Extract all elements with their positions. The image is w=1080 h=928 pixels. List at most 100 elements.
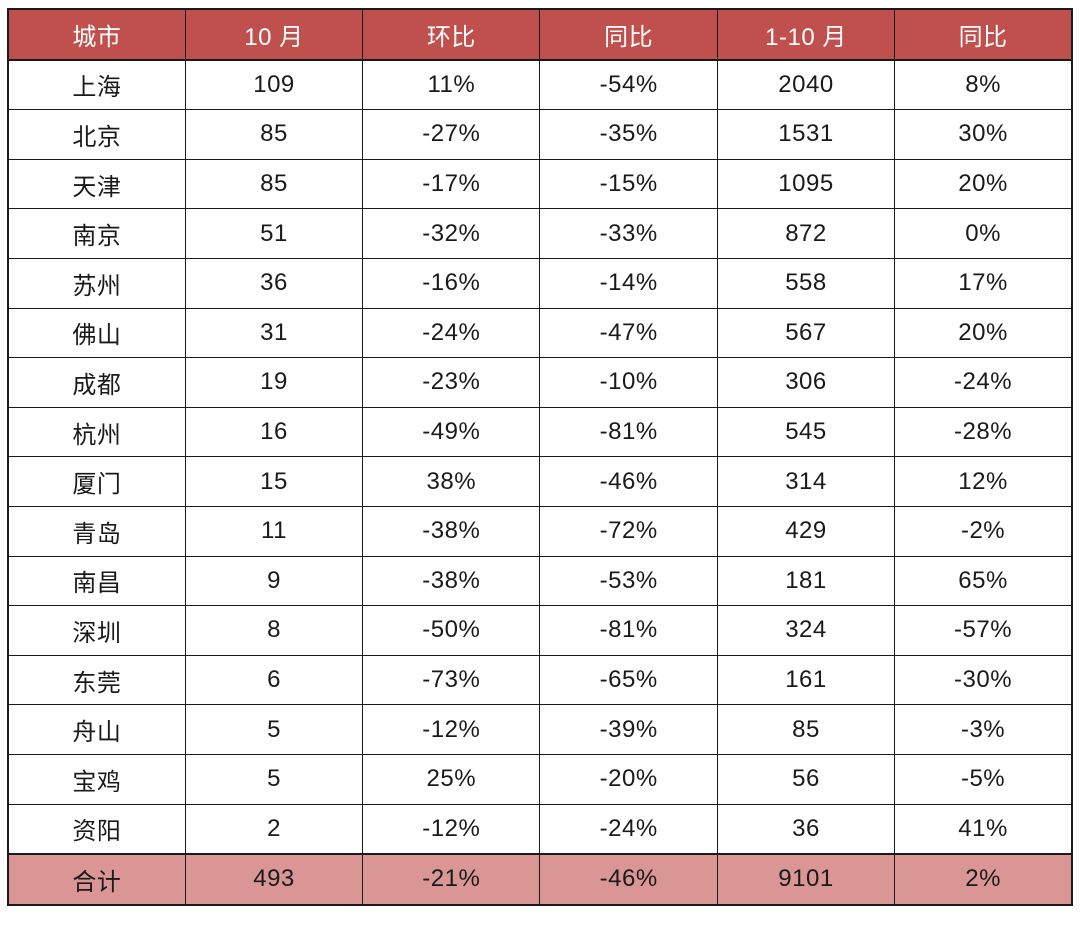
value-cell: 31 (184, 307, 364, 359)
table-row: 舟山 5 -12% -39% 85 -3% (7, 704, 1073, 755)
value-cell: -12% (362, 803, 541, 855)
value-cell: -15% (539, 158, 718, 210)
value-cell: -47% (539, 307, 718, 359)
total-value-cell: 9101 (716, 853, 896, 906)
value-cell: 429 (716, 505, 896, 557)
value-cell: -14% (539, 257, 718, 309)
city-name-cell: 苏州 (7, 257, 186, 309)
column-header-0: 城市 (7, 8, 186, 61)
city-name-cell: 上海 (7, 59, 186, 111)
value-cell: 20% (894, 307, 1073, 359)
value-cell: -33% (539, 208, 718, 259)
table-row: 青岛 11 -38% -72% 429 -2% (7, 505, 1073, 557)
total-value-cell: 493 (184, 853, 364, 906)
table-header: 城市 10 月环比 同比 1-10 月同比 (7, 8, 1073, 61)
table-row: 东莞 6 -73% -65% 161 -30% (7, 654, 1073, 706)
table-row: 成都 19 -23% -10% 306 -24% (7, 357, 1073, 408)
value-cell: -2% (894, 505, 1073, 557)
column-header-3: 同比 (539, 8, 718, 61)
value-cell: 85 (184, 109, 364, 160)
value-cell: 1095 (716, 158, 896, 210)
city-name-cell: 青岛 (7, 505, 186, 557)
city-data-table: 城市 10 月环比 同比 1-10 月同比 上海 109 11% -54% 2040 8% 北京 8… (7, 8, 1073, 906)
value-cell: 567 (716, 307, 896, 359)
value-cell: -10% (539, 357, 718, 408)
total-row: 合计 493 -21% -46% 9101 2% (7, 853, 1073, 906)
value-cell: -32% (362, 208, 541, 259)
value-cell: 8 (184, 605, 364, 656)
value-cell: 12% (894, 456, 1073, 507)
total-value-cell: 2% (894, 853, 1073, 906)
table-row: 上海 109 11% -54% 2040 8% (7, 59, 1073, 111)
value-cell: 11 (184, 505, 364, 557)
value-cell: -50% (362, 605, 541, 656)
city-name-cell: 杭州 (7, 406, 186, 458)
value-cell: -81% (539, 406, 718, 458)
header-row: 城市 10 月环比 同比 1-10 月同比 (7, 8, 1073, 61)
city-name-cell: 宝鸡 (7, 753, 186, 805)
table-row: 厦门 15 38% -46% 314 12% (7, 456, 1073, 507)
value-cell: -65% (539, 654, 718, 706)
value-cell: -16% (362, 257, 541, 309)
value-cell: 872 (716, 208, 896, 259)
total-value-cell: -21% (362, 853, 541, 906)
value-cell: 324 (716, 605, 896, 656)
city-name-cell: 南京 (7, 208, 186, 259)
table-row: 苏州 36 -16% -14% 558 17% (7, 257, 1073, 309)
table-row: 深圳 8 -50% -81% 324 -57% (7, 605, 1073, 656)
column-header-2: 环比 (362, 8, 541, 61)
city-name-cell: 北京 (7, 109, 186, 160)
value-cell: -46% (539, 456, 718, 507)
value-cell: 8% (894, 59, 1073, 111)
value-cell: -49% (362, 406, 541, 458)
table-body: 上海 109 11% -54% 2040 8% 北京 85 -27% -35% 1531 30% 天津 8… (7, 59, 1073, 906)
value-cell: 17% (894, 257, 1073, 309)
city-name-cell: 天津 (7, 158, 186, 210)
value-cell: -3% (894, 704, 1073, 755)
value-cell: 85 (184, 158, 364, 210)
value-cell: -24% (539, 803, 718, 855)
value-cell: 51 (184, 208, 364, 259)
value-cell: -17% (362, 158, 541, 210)
value-cell: 5 (184, 704, 364, 755)
column-header-5: 同比 (894, 8, 1073, 61)
value-cell: -72% (539, 505, 718, 557)
table-row: 南京 51 -32% -33% 872 0% (7, 208, 1073, 259)
value-cell: 558 (716, 257, 896, 309)
city-name-cell: 南昌 (7, 555, 186, 607)
value-cell: 181 (716, 555, 896, 607)
value-cell: 56 (716, 753, 896, 805)
value-cell: -27% (362, 109, 541, 160)
value-cell: 0% (894, 208, 1073, 259)
value-cell: 30% (894, 109, 1073, 160)
value-cell: -24% (362, 307, 541, 359)
value-cell: -54% (539, 59, 718, 111)
value-cell: -23% (362, 357, 541, 408)
city-name-cell: 舟山 (7, 704, 186, 755)
value-cell: -81% (539, 605, 718, 656)
value-cell: 15 (184, 456, 364, 507)
table-row: 佛山 31 -24% -47% 567 20% (7, 307, 1073, 359)
city-name-cell: 深圳 (7, 605, 186, 656)
value-cell: -73% (362, 654, 541, 706)
table-row: 南昌 9 -38% -53% 181 65% (7, 555, 1073, 607)
value-cell: 161 (716, 654, 896, 706)
value-cell: 306 (716, 357, 896, 408)
value-cell: 16 (184, 406, 364, 458)
city-name-cell: 厦门 (7, 456, 186, 507)
value-cell: -12% (362, 704, 541, 755)
value-cell: -39% (539, 704, 718, 755)
table-row: 北京 85 -27% -35% 1531 30% (7, 109, 1073, 160)
value-cell: -38% (362, 555, 541, 607)
value-cell: -5% (894, 753, 1073, 805)
value-cell: 36 (716, 803, 896, 855)
column-header-1: 10 月 (184, 8, 364, 61)
value-cell: 109 (184, 59, 364, 111)
table-row: 天津 85 -17% -15% 1095 20% (7, 158, 1073, 210)
value-cell: 65% (894, 555, 1073, 607)
value-cell: 11% (362, 59, 541, 111)
table-row: 宝鸡 5 25% -20% 56 -5% (7, 753, 1073, 805)
city-name-cell: 佛山 (7, 307, 186, 359)
column-header-4: 1-10 月 (716, 8, 896, 61)
